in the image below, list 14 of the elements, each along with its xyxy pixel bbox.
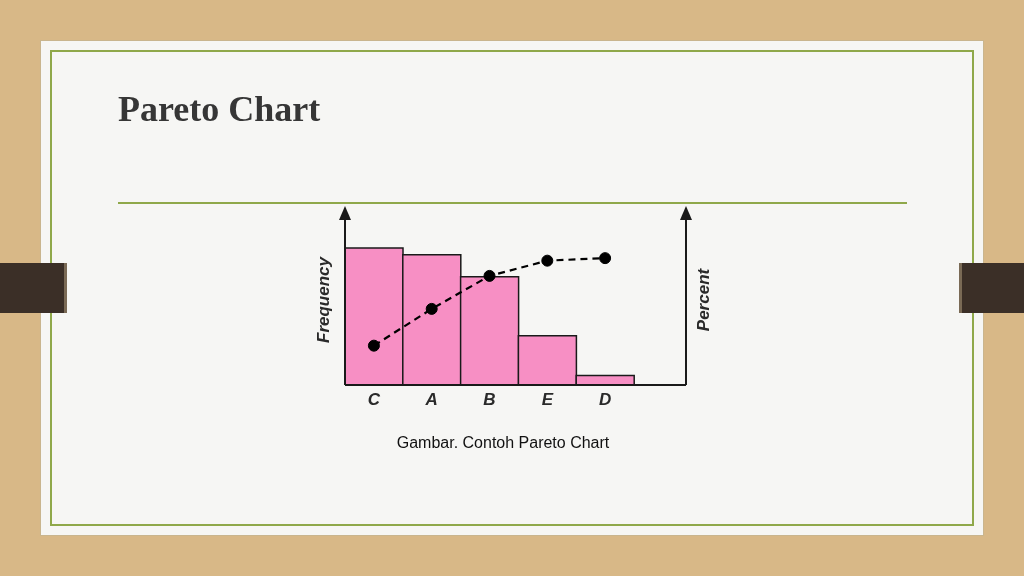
x-tick-label: D bbox=[598, 390, 612, 410]
x-tick-label: B bbox=[483, 390, 496, 410]
x-tick-label: A bbox=[424, 390, 438, 410]
x-tick-label: C bbox=[367, 390, 381, 410]
point bbox=[599, 252, 612, 265]
point bbox=[541, 254, 554, 267]
y-axis-title: Frequency bbox=[314, 255, 334, 343]
point bbox=[483, 269, 496, 282]
point bbox=[425, 302, 438, 315]
x-tick-label: E bbox=[541, 390, 554, 410]
chart-title: Pareto Chart bbox=[118, 88, 321, 130]
text: Gambar. Contoh Pareto Chart bbox=[396, 434, 610, 452]
y2-axis-title: Percent bbox=[694, 267, 714, 332]
point bbox=[367, 339, 380, 352]
